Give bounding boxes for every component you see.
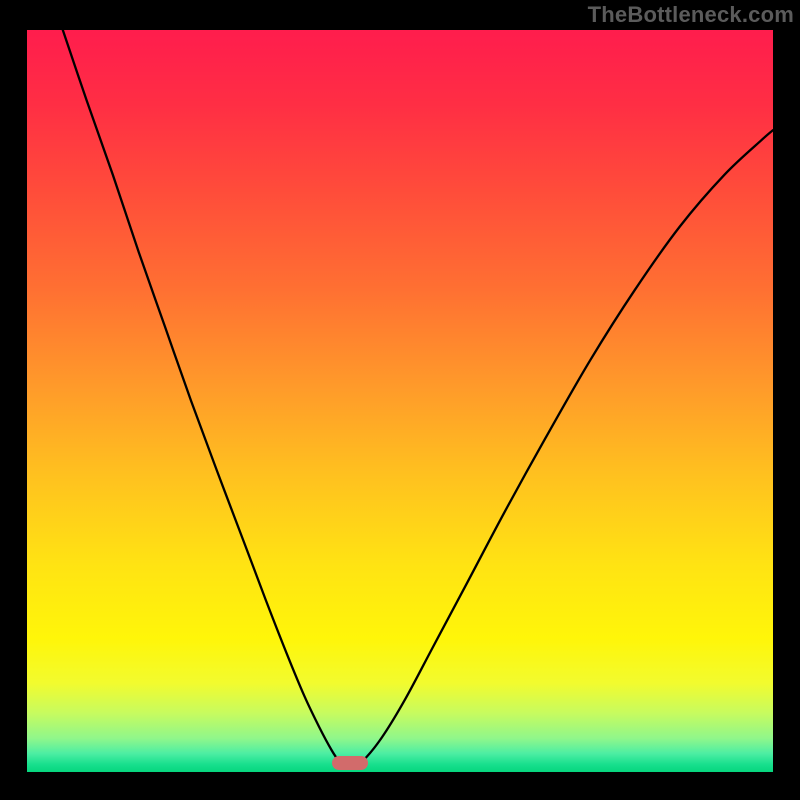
bottleneck-curve-chart <box>0 0 800 800</box>
chart-stage: TheBottleneck.com <box>0 0 800 800</box>
plot-background <box>27 30 773 772</box>
optimal-marker <box>332 756 368 770</box>
